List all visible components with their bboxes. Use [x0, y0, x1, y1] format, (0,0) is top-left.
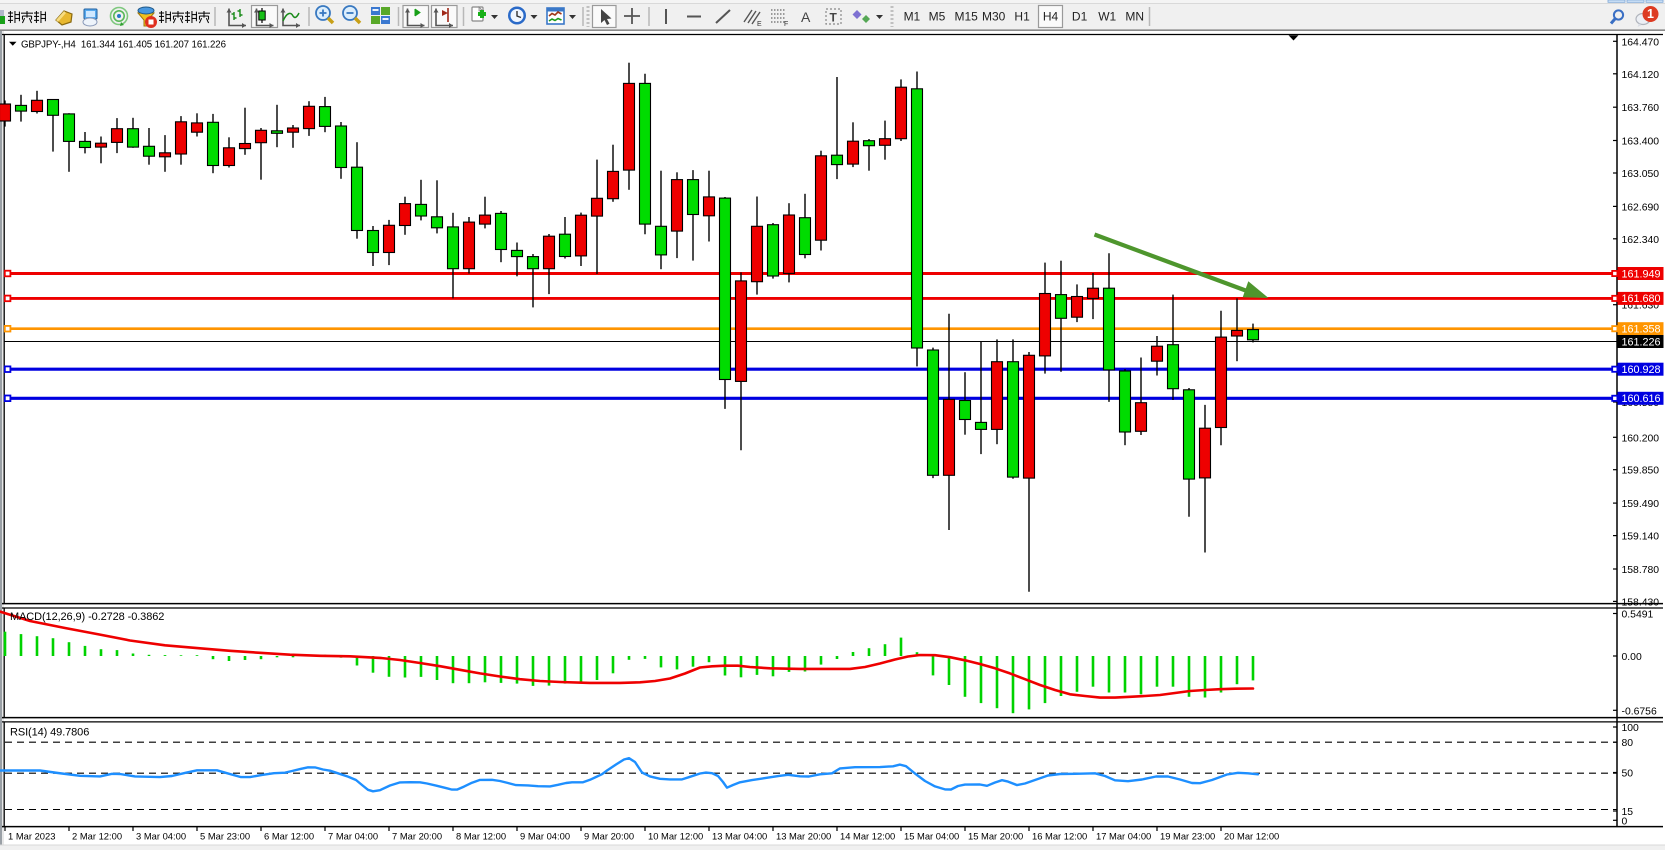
svg-text:M1: M1	[904, 10, 921, 24]
svg-text:9 Mar 04:00: 9 Mar 04:00	[520, 831, 570, 842]
svg-text:6 Mar 12:00: 6 Mar 12:00	[264, 831, 314, 842]
svg-text:7 Mar 04:00: 7 Mar 04:00	[328, 831, 378, 842]
svg-text:14 Mar 12:00: 14 Mar 12:00	[840, 831, 895, 842]
svg-text:15 Mar 04:00: 15 Mar 04:00	[904, 831, 959, 842]
svg-text:8 Mar 12:00: 8 Mar 12:00	[456, 831, 506, 842]
svg-text:13 Mar 04:00: 13 Mar 04:00	[712, 831, 767, 842]
svg-text:50: 50	[1622, 769, 1634, 780]
svg-text:19 Mar 23:00: 19 Mar 23:00	[1160, 831, 1215, 842]
svg-text:100: 100	[1622, 723, 1640, 734]
svg-text:13 Mar 20:00: 13 Mar 20:00	[776, 831, 831, 842]
svg-text:10 Mar 12:00: 10 Mar 12:00	[648, 831, 703, 842]
svg-text:0.5491: 0.5491	[1622, 610, 1654, 621]
svg-text:161.226: 161.226	[1622, 336, 1661, 348]
svg-text:1: 1	[1647, 7, 1654, 21]
svg-text:E: E	[757, 21, 762, 28]
svg-text:M5: M5	[929, 10, 946, 24]
svg-text:163.760: 163.760	[1622, 103, 1660, 114]
svg-text:163.400: 163.400	[1622, 137, 1660, 148]
svg-text:7 Mar 20:00: 7 Mar 20:00	[392, 831, 442, 842]
svg-text:161.358: 161.358	[1622, 324, 1661, 336]
svg-text:W1: W1	[1098, 10, 1116, 24]
svg-text:MACD(12,26,9) -0.2728 -0.3862: MACD(12,26,9) -0.2728 -0.3862	[10, 611, 164, 623]
svg-text:159.850: 159.850	[1622, 466, 1660, 477]
svg-text:2 Mar 12:00: 2 Mar 12:00	[72, 831, 122, 842]
svg-text:-0.6756: -0.6756	[1622, 706, 1657, 717]
svg-text:160.616: 160.616	[1622, 393, 1661, 405]
svg-text:M30: M30	[982, 10, 1006, 24]
svg-text:9 Mar 20:00: 9 Mar 20:00	[584, 831, 634, 842]
svg-text:160.928: 160.928	[1622, 364, 1661, 376]
svg-text:20 Mar 12:00: 20 Mar 12:00	[1224, 831, 1279, 842]
svg-text:H1: H1	[1014, 10, 1030, 24]
svg-text:T: T	[830, 11, 838, 25]
svg-text:161.680: 161.680	[1622, 293, 1661, 305]
svg-text:0: 0	[1622, 816, 1628, 827]
svg-text:MN: MN	[1125, 10, 1144, 24]
svg-text:159.140: 159.140	[1622, 532, 1660, 543]
svg-text:16 Mar 12:00: 16 Mar 12:00	[1032, 831, 1087, 842]
svg-text:15 Mar 20:00: 15 Mar 20:00	[968, 831, 1023, 842]
svg-text:160.200: 160.200	[1622, 433, 1660, 444]
svg-text:161.630: 161.630	[1622, 301, 1660, 312]
svg-text:1 Mar 2023: 1 Mar 2023	[8, 831, 55, 842]
svg-text:3 Mar 04:00: 3 Mar 04:00	[136, 831, 186, 842]
svg-text:162.690: 162.690	[1622, 202, 1660, 213]
svg-text:M15: M15	[955, 10, 979, 24]
svg-text:5 Mar 23:00: 5 Mar 23:00	[200, 831, 250, 842]
svg-text:164.120: 164.120	[1622, 70, 1660, 81]
svg-text:163.050: 163.050	[1622, 169, 1660, 180]
svg-text:F: F	[784, 21, 788, 28]
svg-text:158.430: 158.430	[1622, 597, 1660, 608]
svg-text:D1: D1	[1072, 10, 1088, 24]
svg-text:162.340: 162.340	[1622, 235, 1660, 246]
svg-text:158.780: 158.780	[1622, 565, 1660, 576]
svg-text:80: 80	[1622, 738, 1634, 749]
svg-text:17 Mar 04:00: 17 Mar 04:00	[1096, 831, 1151, 842]
svg-text:H4: H4	[1043, 10, 1059, 24]
svg-text:RSI(14) 49.7806: RSI(14) 49.7806	[10, 727, 89, 739]
svg-text:159.490: 159.490	[1622, 499, 1660, 510]
svg-text:GBPJPY-,H4 161.344 161.405 16: GBPJPY-,H4 161.344 161.405 161.207 161.2…	[21, 40, 226, 51]
svg-text:0.00: 0.00	[1622, 652, 1642, 663]
svg-text:164.470: 164.470	[1622, 37, 1660, 48]
svg-text:15: 15	[1622, 807, 1634, 818]
svg-text:161.949: 161.949	[1622, 268, 1661, 280]
svg-text:A: A	[801, 9, 811, 25]
